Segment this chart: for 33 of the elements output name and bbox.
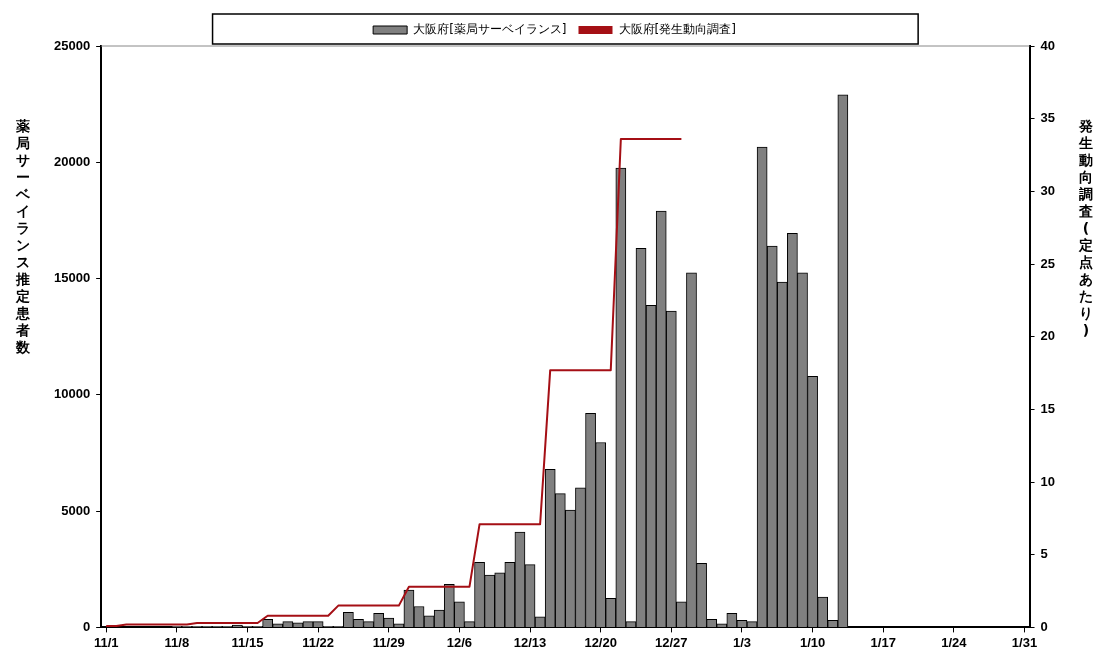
x-tick-label: 1/17 — [870, 634, 896, 650]
x-tick-label: 1/10 — [799, 634, 826, 650]
x-tick-label: 11/22 — [302, 634, 335, 650]
x-tick-label: 1/24 — [941, 634, 968, 650]
y2-tick-label: 5 — [1040, 546, 1048, 562]
y-tick-label: 10000 — [53, 386, 91, 402]
x-tick-label: 12/6 — [446, 634, 473, 650]
x-tick-label: 1/3 — [732, 634, 751, 650]
y2-tick-label: 0 — [1040, 618, 1048, 634]
legend-label: 大阪府[薬局サーベイランス] — [413, 22, 567, 37]
text: 発生動向調査(定点あたり) — [1079, 118, 1093, 338]
text: 薬局サーベイランス推定患者数 — [16, 118, 30, 355]
legend-label: 大阪府[発生動向調査] — [618, 22, 736, 37]
y2-tick-label: 10 — [1040, 473, 1056, 489]
x-tick-label: 11/29 — [372, 634, 405, 650]
y-tick-label: 5000 — [61, 502, 91, 518]
x-tick-label: 11/8 — [164, 634, 190, 650]
y-tick-label: 15000 — [53, 270, 91, 286]
x-tick-label: 1/31 — [1011, 634, 1038, 650]
y-tick-label: 25000 — [53, 37, 91, 53]
y2-tick-label: 40 — [1040, 37, 1056, 53]
y2-tick-label: 30 — [1040, 182, 1056, 198]
y2-tick-label: 35 — [1040, 110, 1056, 126]
x-tick-label: 12/20 — [584, 634, 617, 650]
x-tick-label: 11/1 — [93, 634, 119, 650]
y2-tick-label: 25 — [1040, 255, 1056, 271]
x-tick-label: 12/13 — [513, 634, 547, 650]
y-tick-label: 20000 — [53, 153, 91, 169]
y2-tick-label: 15 — [1040, 400, 1056, 416]
x-tick-label: 12/27 — [655, 634, 688, 650]
y-tick-label: 0 — [82, 618, 91, 634]
x-tick-label: 11/15 — [231, 634, 264, 650]
y2-tick-label: 20 — [1040, 328, 1056, 344]
